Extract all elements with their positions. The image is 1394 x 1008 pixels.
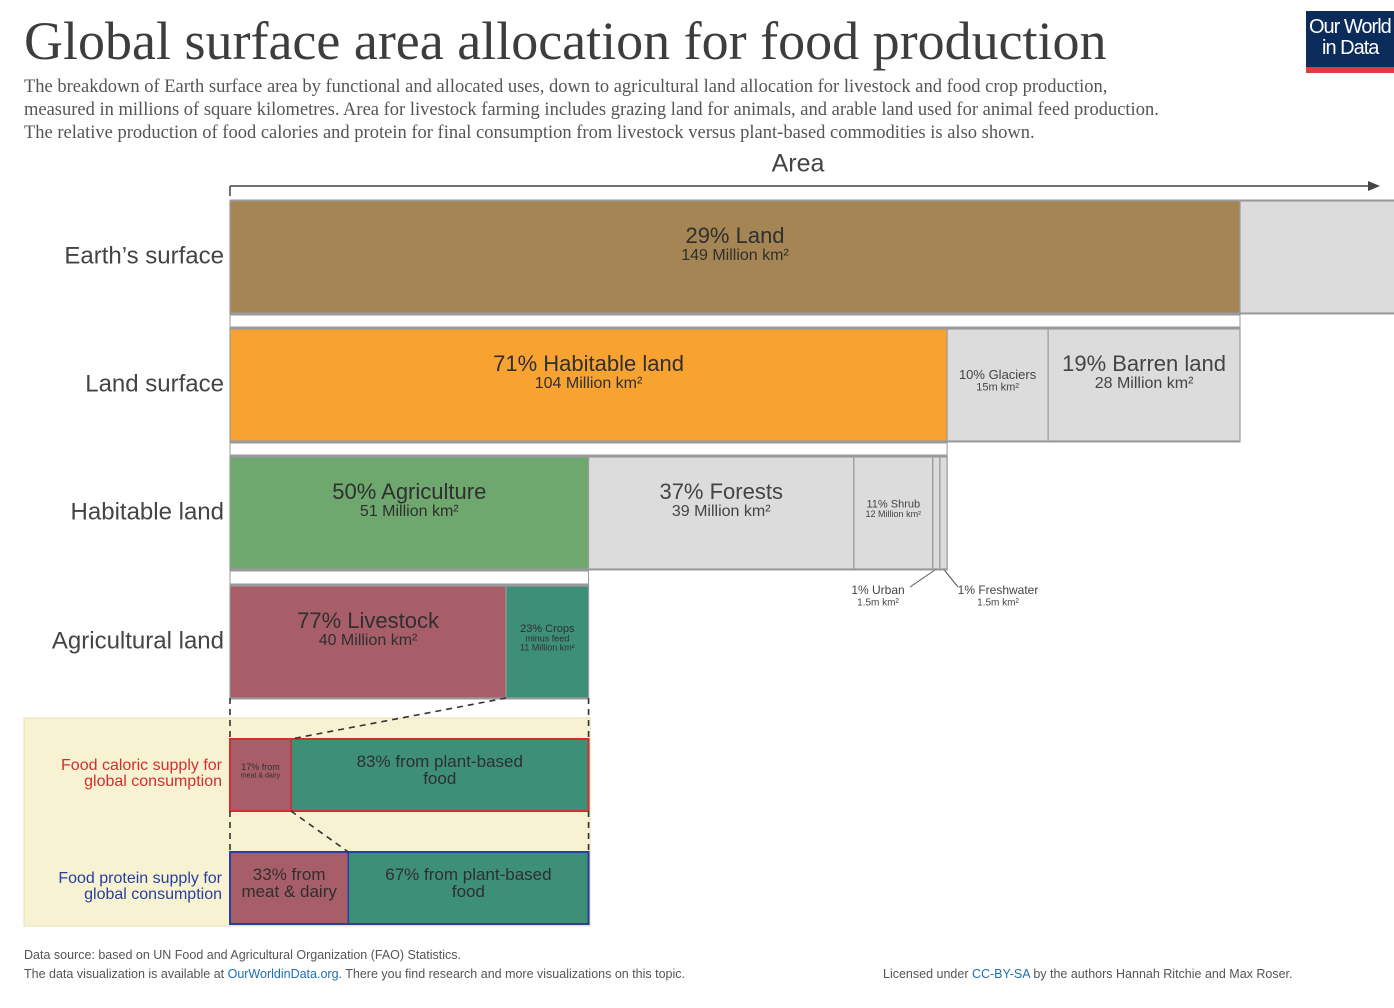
row-label: Land surface xyxy=(85,370,224,397)
segment-label: 29% Land xyxy=(685,223,784,248)
supply-label: Food caloric supply for xyxy=(61,757,223,774)
footer-source: Data source: based on UN Food and Agricu… xyxy=(24,948,462,962)
bar-segment xyxy=(853,456,934,570)
footer-viz-prefix: The data visualization is available at xyxy=(24,967,228,981)
segment-label: 12 Million km² xyxy=(866,509,922,519)
supply-segment-label: meat & dairy xyxy=(241,882,337,901)
row-frame xyxy=(229,455,948,571)
segment-label: 1% Urban xyxy=(851,583,904,597)
row-label: Earth’s surface xyxy=(64,242,224,269)
bar-segment xyxy=(1239,200,1394,314)
segment-label: 10% Glaciers xyxy=(959,367,1037,382)
segment-label: minus feed xyxy=(525,633,569,643)
segment-label: 50% Agriculture xyxy=(332,479,486,504)
guide-line xyxy=(290,810,349,853)
license-prefix: Licensed under xyxy=(883,967,972,981)
footer-viz-suffix: . There you find research and more visua… xyxy=(338,967,686,981)
owid-logo[interactable]: Our World in Data xyxy=(1306,11,1394,73)
chart-title: Global surface area allocation for food … xyxy=(24,11,1107,71)
supply-segment-label: food xyxy=(452,882,485,901)
subtitle-line: measured in millions of square kilometre… xyxy=(24,100,1159,120)
segment-label: 71% Habitable land xyxy=(493,351,684,376)
segment-label: 1.5m km² xyxy=(977,598,1019,609)
subtitle-line: The breakdown of Earth surface area by f… xyxy=(24,77,1108,97)
footer-license: Licensed under CC-BY-SA by the authors H… xyxy=(883,967,1293,981)
segment-label: 77% Livestock xyxy=(297,608,440,633)
logo-line2: in Data xyxy=(1322,37,1379,59)
segment-label: 11 Million km² xyxy=(520,642,575,652)
segment-label: 28 Million km² xyxy=(1095,375,1194,392)
segment-label: 19% Barren land xyxy=(1062,351,1226,376)
supply-segment-label: 33% from xyxy=(253,865,326,884)
segment-label: 104 Million km² xyxy=(535,375,643,392)
row-frame xyxy=(229,584,590,700)
supply-frame xyxy=(229,738,590,812)
x-axis-arrowhead xyxy=(1368,181,1380,191)
bar-segment xyxy=(939,456,948,570)
subtitle-line: The relative production of food calories… xyxy=(24,123,1035,143)
segment-label: 1.5m km² xyxy=(857,598,899,609)
segment-label: 1% Freshwater xyxy=(958,583,1039,597)
bar-segment xyxy=(587,456,855,570)
bar-segment xyxy=(505,585,590,699)
row-label: Habitable land xyxy=(71,498,224,525)
supply-segment-label: 17% from xyxy=(241,762,280,772)
supply-label: Food protein supply for xyxy=(58,870,222,887)
bar-segment xyxy=(229,585,507,699)
segment-label: 40 Million km² xyxy=(319,632,418,649)
row-connector xyxy=(229,314,1241,328)
license-link[interactable]: CC-BY-SA xyxy=(971,967,1030,981)
callout-line xyxy=(909,568,937,588)
segment-label: 11% Shrub xyxy=(867,498,921,510)
supply-segment-label: 67% from plant-based xyxy=(385,865,551,884)
owid-link[interactable]: OurWorldinData.org xyxy=(227,967,339,981)
supply-label: global consumption xyxy=(84,886,222,903)
row-connector xyxy=(229,570,590,585)
segment-label: 51 Million km² xyxy=(360,503,459,520)
supply-segment-label: 83% from plant-based xyxy=(357,752,523,771)
logo-accent-bar xyxy=(1306,67,1394,73)
guide-line xyxy=(290,697,507,740)
segment-label: 15m km² xyxy=(976,381,1019,393)
bar-segment xyxy=(946,328,1049,442)
segment-label: 39 Million km² xyxy=(672,503,771,520)
row-connector xyxy=(229,442,948,456)
chart-subtitle: The breakdown of Earth surface area by f… xyxy=(24,76,1159,145)
row-label: Agricultural land xyxy=(52,627,224,654)
bar-segment xyxy=(229,200,1241,314)
supply-label: global consumption xyxy=(84,773,222,790)
segment-label: 23% Crops xyxy=(520,623,575,635)
bar-segment xyxy=(932,456,941,570)
row-frame xyxy=(229,199,1394,315)
segment-label: 149 Million km² xyxy=(681,247,789,264)
x-axis-label: Area xyxy=(772,150,825,178)
supply-segment-label: food xyxy=(423,769,456,788)
callout-line xyxy=(943,568,959,588)
supply-frame xyxy=(229,851,590,925)
row-frame xyxy=(229,327,1241,443)
footer-visualization: The data visualization is available at O… xyxy=(24,967,685,981)
supply-segment-label: meat & dairy xyxy=(241,772,281,779)
license-suffix: by the authors Hannah Ritchie and Max Ro… xyxy=(1029,967,1293,981)
supply-segment xyxy=(290,738,590,812)
supply-segment xyxy=(347,851,590,925)
bar-segment xyxy=(1047,328,1241,442)
logo-line1: Our World xyxy=(1309,16,1392,38)
segment-label: 37% Forests xyxy=(659,479,783,504)
